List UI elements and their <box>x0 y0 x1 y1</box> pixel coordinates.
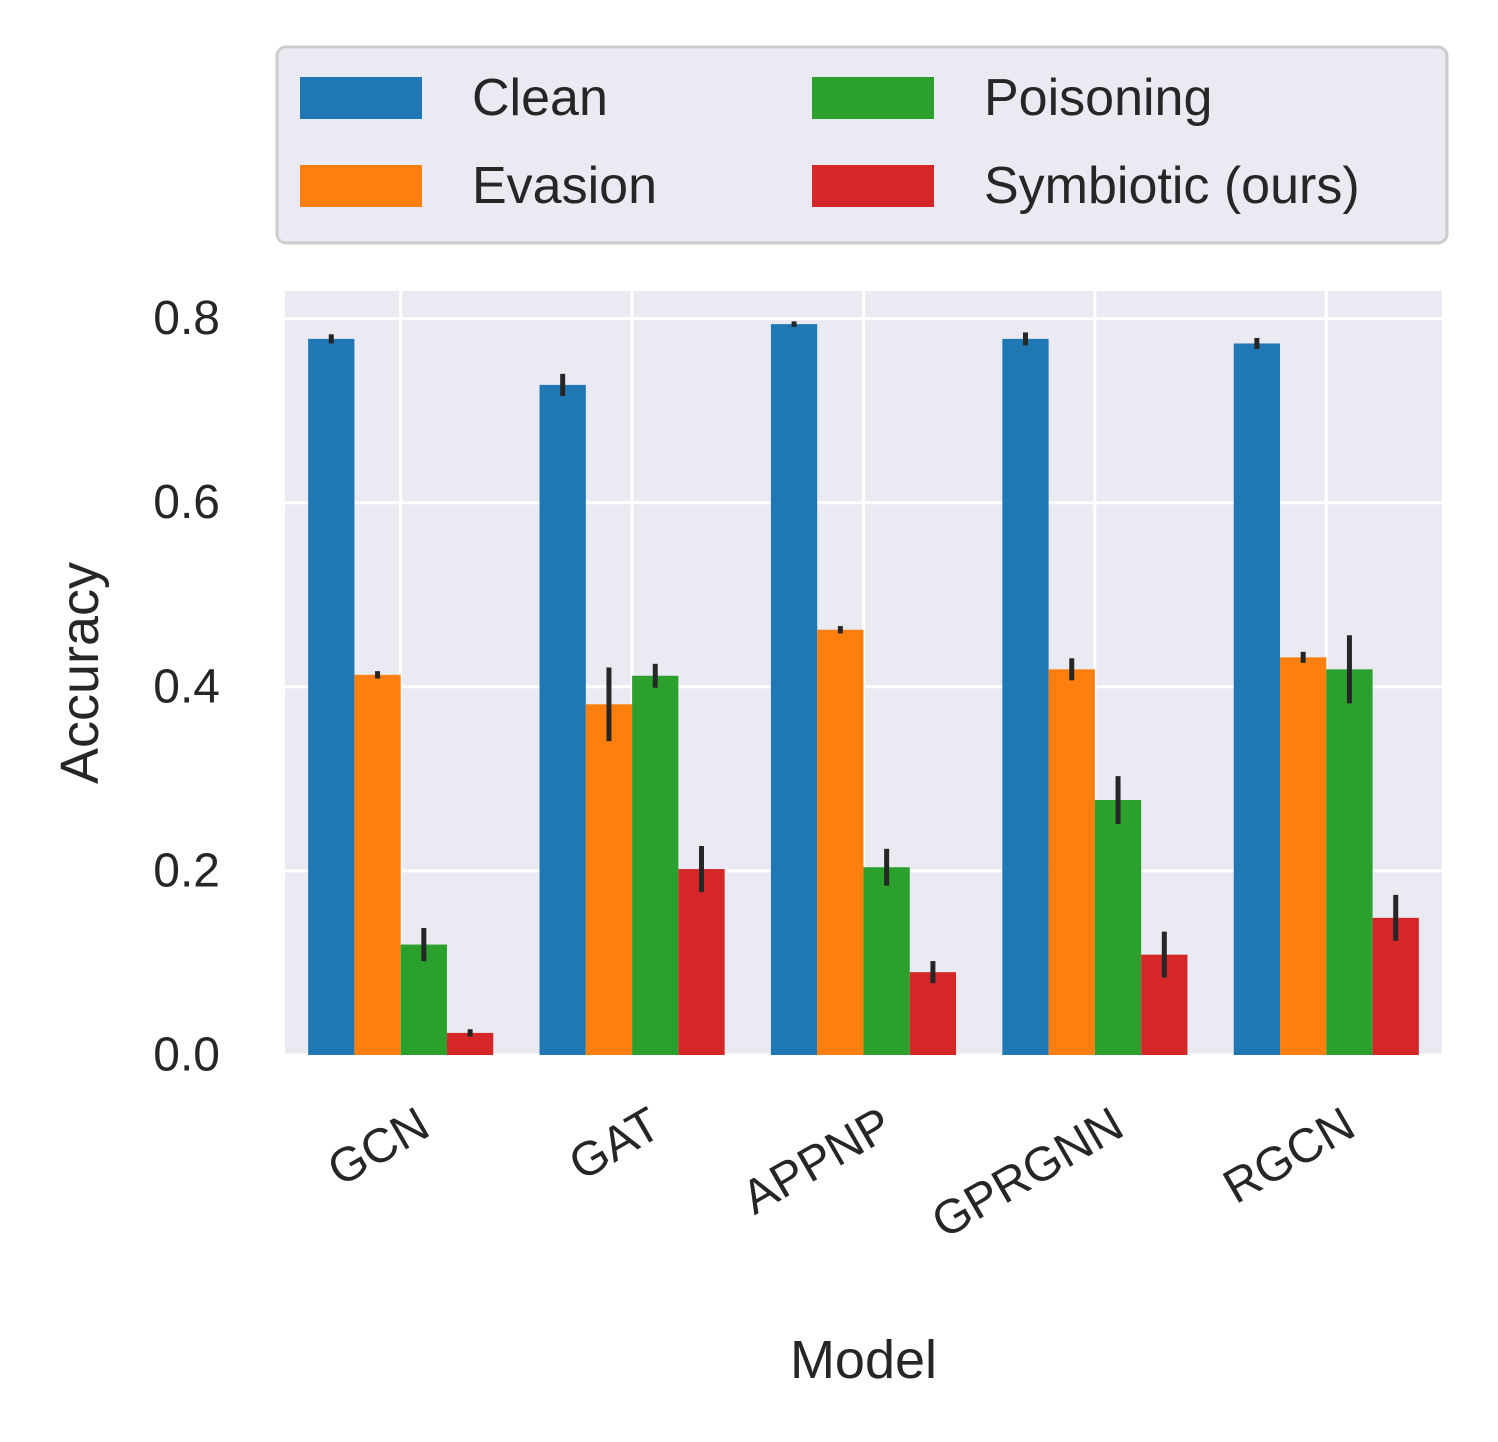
legend-item-evasion: Evasion <box>300 157 657 215</box>
bar-poisoning-gat <box>632 675 679 1055</box>
bar-poisoning-gcn <box>400 944 447 1055</box>
bar-poisoning-gprgnn <box>1094 800 1142 1055</box>
y-tick-label: 0.8 <box>153 292 220 345</box>
series-poisoning <box>400 635 1373 1055</box>
x-tick-label: GPRGNN <box>923 1098 1132 1249</box>
x-tick-label: APPNP <box>733 1098 900 1225</box>
bar-clean-appnp <box>770 324 818 1056</box>
bar-symbiotic-ours-appnp <box>909 972 957 1055</box>
y-tick-label: 0.0 <box>153 1029 220 1082</box>
legend: Clean Evasion Poisoning Symbiotic (ours) <box>275 45 1449 245</box>
x-tick-label: GCN <box>319 1098 438 1197</box>
bar-symbiotic-ours-gcn <box>446 1032 494 1055</box>
legend-item-clean: Clean <box>300 69 608 127</box>
legend-label: Evasion <box>472 157 657 215</box>
x-tick-label: GAT <box>561 1098 670 1191</box>
series-symbiotic-ours <box>446 846 1419 1055</box>
bar-evasion-appnp <box>817 629 864 1055</box>
bar-clean-gprgnn <box>1002 338 1049 1055</box>
legend-frame <box>275 45 1449 245</box>
bar-clean-rgcn <box>1233 343 1281 1055</box>
series-clean <box>308 321 1281 1056</box>
y-tick-label: 0.2 <box>153 844 220 897</box>
bar-clean-gat <box>539 384 586 1055</box>
legend-item-symbiotic-ours: Symbiotic (ours) <box>812 157 1360 215</box>
legend-swatch <box>812 77 934 119</box>
bar-evasion-gat <box>585 704 633 1055</box>
y-tick-label: 0.4 <box>153 660 220 713</box>
legend-label: Poisoning <box>984 69 1212 127</box>
plot-area <box>285 291 1442 1057</box>
x-axis-label: Model <box>790 1330 937 1390</box>
y-tick-label: 0.6 <box>153 476 220 529</box>
bar-clean-gcn <box>308 338 355 1055</box>
legend-item-poisoning: Poisoning <box>812 69 1212 127</box>
x-tick-label: RGCN <box>1215 1098 1364 1215</box>
legend-swatch <box>812 165 934 207</box>
bar-poisoning-rgcn <box>1326 669 1373 1055</box>
legend-swatch <box>300 165 422 207</box>
legend-swatch <box>300 77 422 119</box>
legend-label: Clean <box>472 69 608 127</box>
bar-evasion-gprgnn <box>1048 669 1095 1055</box>
bar-evasion-gcn <box>354 674 401 1055</box>
bar-symbiotic-ours-gat <box>678 869 725 1055</box>
y-axis-label: Accuracy <box>50 562 110 784</box>
bar-evasion-rgcn <box>1280 657 1327 1055</box>
bar-poisoning-appnp <box>863 867 910 1055</box>
legend-label: Symbiotic (ours) <box>984 157 1360 215</box>
series-evasion <box>354 626 1327 1055</box>
